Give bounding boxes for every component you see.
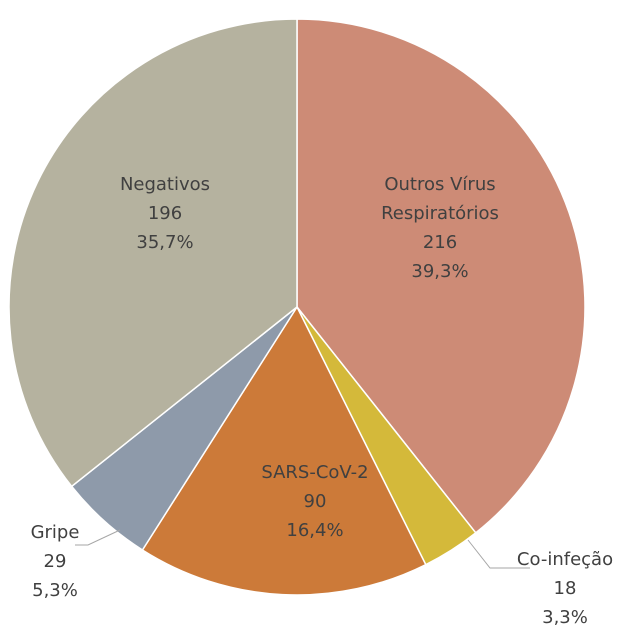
percent-label: 39,3% (411, 261, 469, 282)
category-label: Outros Vírus Respiratórios (381, 174, 499, 224)
category-label: Negativos (119, 174, 211, 195)
value-label: 18 (553, 578, 577, 599)
slice-label: SARS-CoV-2 90 16,4% (240, 458, 390, 545)
leader-line (75, 529, 121, 546)
slice-label: Negativos 196 35,7% (90, 170, 240, 257)
category-label: SARS-CoV-2 (261, 462, 369, 483)
pie-slice (141, 305, 427, 596)
leader-line (467, 539, 530, 569)
pie-slice (8, 18, 298, 488)
percent-label: 35,7% (136, 232, 194, 253)
percent-label: 3,3% (542, 607, 588, 628)
category-label: Gripe (30, 522, 80, 543)
percent-label: 5,3% (32, 580, 78, 601)
pie-slice (296, 18, 586, 534)
slice-label: Co-infeção 18 3,3% (500, 545, 630, 632)
value-label: 196 (147, 203, 183, 224)
percent-label: 16,4% (286, 520, 344, 541)
category-label: Co-infeção (516, 549, 614, 570)
value-label: 216 (422, 232, 458, 253)
slice-label: Gripe 29 5,3% (10, 518, 100, 605)
value-label: 29 (43, 551, 67, 572)
value-label: 90 (303, 491, 327, 512)
slice-label: Outros Vírus Respiratórios 216 39,3% (355, 170, 525, 286)
